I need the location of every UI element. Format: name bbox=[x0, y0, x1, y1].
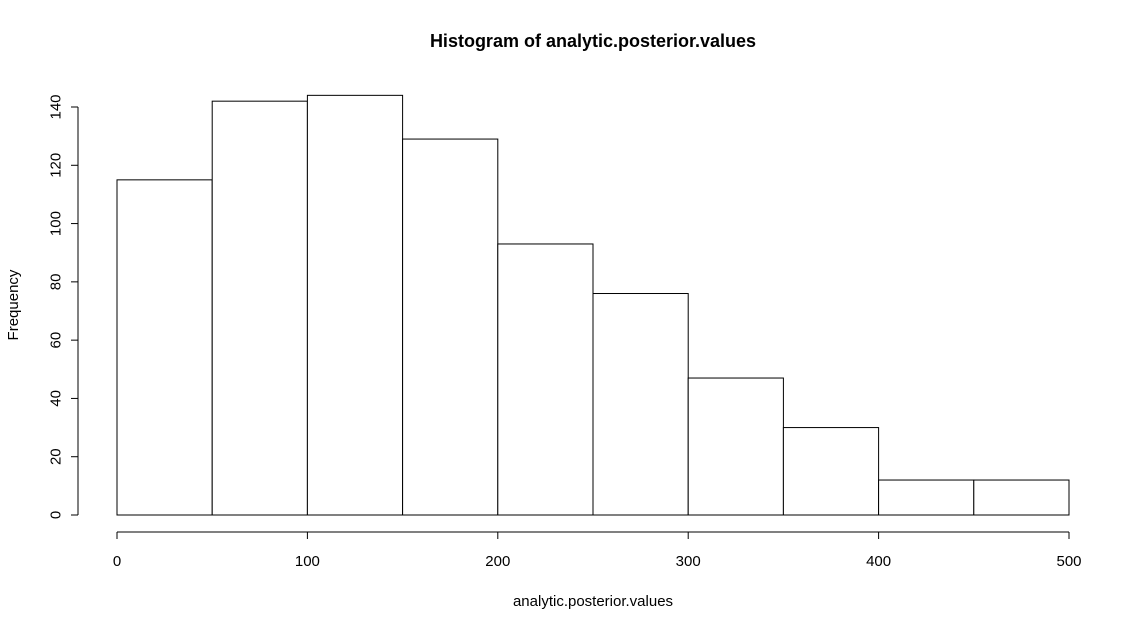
y-tick-label: 0 bbox=[48, 511, 65, 519]
histogram-bar bbox=[116, 179, 213, 516]
y-tick-label: 100 bbox=[48, 211, 65, 236]
x-tick-label: 400 bbox=[866, 553, 891, 570]
y-tick-label: 40 bbox=[48, 390, 65, 407]
y-tick-label: 120 bbox=[48, 153, 65, 178]
histogram-bars bbox=[116, 94, 1070, 516]
histogram-bar bbox=[497, 243, 594, 516]
histogram-bar bbox=[306, 94, 404, 516]
x-tick-label: 0 bbox=[113, 553, 121, 570]
x-tick-label: 300 bbox=[676, 553, 701, 570]
chart-title: Histogram of analytic.posterior.values bbox=[430, 31, 756, 51]
x-tick-label: 200 bbox=[485, 553, 510, 570]
x-tick-label: 100 bbox=[295, 553, 320, 570]
x-axis-label: analytic.posterior.values bbox=[513, 593, 673, 610]
y-tick-label: 80 bbox=[48, 274, 65, 291]
histogram-bar bbox=[973, 479, 1070, 516]
histogram-bar bbox=[402, 138, 499, 516]
x-tick-label: 500 bbox=[1056, 553, 1081, 570]
histogram-bar bbox=[592, 293, 689, 516]
y-tick-label: 20 bbox=[48, 448, 65, 465]
y-tick-label: 140 bbox=[48, 94, 65, 119]
y-tick-label: 60 bbox=[48, 332, 65, 349]
histogram-bar bbox=[878, 479, 975, 516]
histogram-bar bbox=[782, 427, 880, 516]
y-axis: 0 20 40 60 80 100 120 140 bbox=[48, 94, 79, 519]
y-axis-label: Frequency bbox=[5, 269, 22, 340]
histogram-bar bbox=[687, 377, 784, 516]
histogram-bar bbox=[211, 100, 308, 516]
x-axis: 0 100 200 300 400 500 bbox=[113, 531, 1082, 570]
